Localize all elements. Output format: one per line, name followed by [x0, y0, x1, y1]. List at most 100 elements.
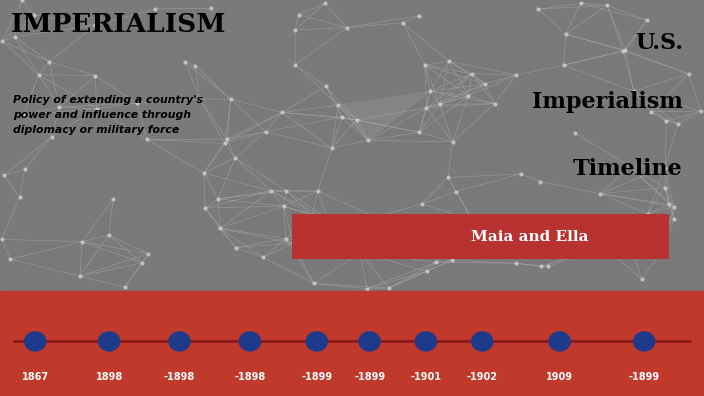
Text: -1899: -1899: [354, 372, 385, 382]
Point: [425, 88, 436, 95]
Point: [370, 214, 382, 220]
Point: [33, 72, 44, 78]
Point: [150, 6, 161, 12]
Point: [595, 190, 606, 197]
Point: [510, 72, 522, 78]
Point: [479, 81, 491, 87]
Text: Imperialism: Imperialism: [532, 91, 683, 113]
Ellipse shape: [99, 332, 120, 351]
Point: [434, 101, 446, 108]
Point: [194, 96, 206, 102]
Point: [601, 2, 612, 9]
Point: [199, 170, 210, 176]
Point: [120, 284, 131, 290]
Point: [9, 34, 20, 40]
Point: [560, 31, 572, 37]
Point: [620, 47, 631, 53]
Point: [617, 48, 629, 54]
Point: [361, 286, 372, 292]
Point: [598, 243, 609, 249]
Point: [542, 263, 553, 270]
Point: [629, 251, 640, 257]
Point: [277, 109, 288, 116]
Point: [132, 100, 143, 107]
Point: [44, 59, 55, 65]
Point: [569, 129, 580, 136]
Point: [624, 163, 636, 169]
Point: [463, 93, 474, 99]
Ellipse shape: [306, 332, 327, 351]
Point: [89, 72, 101, 79]
Point: [322, 216, 334, 223]
Point: [326, 145, 337, 151]
Point: [575, 0, 586, 6]
Point: [18, 112, 29, 118]
Point: [695, 108, 704, 114]
Text: U.S.: U.S.: [635, 32, 683, 54]
Point: [443, 58, 454, 65]
Point: [219, 140, 230, 147]
Point: [0, 236, 7, 243]
Point: [336, 114, 347, 120]
Point: [355, 249, 366, 256]
Point: [332, 102, 344, 108]
Point: [281, 188, 292, 194]
Point: [137, 259, 148, 266]
Point: [75, 273, 86, 279]
Ellipse shape: [25, 332, 46, 351]
Point: [16, 0, 27, 4]
Point: [645, 109, 656, 115]
Point: [417, 201, 428, 207]
Text: 1867: 1867: [22, 372, 49, 382]
Text: Policy of extending a country's
power and influence through
diplomacy or militar: Policy of extending a country's power an…: [13, 95, 203, 135]
Point: [510, 260, 522, 267]
Point: [308, 280, 320, 287]
Point: [89, 22, 101, 29]
Polygon shape: [338, 91, 430, 140]
Point: [213, 196, 224, 202]
Point: [189, 62, 201, 69]
Point: [54, 104, 65, 110]
Text: -1902: -1902: [467, 372, 498, 382]
Point: [199, 205, 210, 211]
Ellipse shape: [634, 332, 655, 351]
Point: [451, 188, 462, 195]
Point: [142, 136, 153, 143]
Point: [278, 203, 289, 209]
Point: [419, 62, 430, 68]
Text: -1901: -1901: [410, 372, 441, 382]
Point: [289, 27, 301, 33]
Point: [293, 11, 304, 18]
Point: [661, 118, 672, 124]
Ellipse shape: [239, 332, 260, 351]
Ellipse shape: [415, 332, 436, 351]
Point: [103, 232, 114, 238]
Point: [672, 121, 684, 127]
Point: [289, 61, 301, 68]
Point: [214, 225, 225, 232]
Point: [383, 285, 394, 291]
Point: [320, 83, 332, 89]
Point: [363, 137, 374, 143]
Point: [287, 240, 298, 246]
Point: [258, 254, 269, 261]
Point: [558, 62, 570, 69]
Point: [222, 136, 233, 142]
Point: [319, 0, 330, 7]
Point: [230, 244, 241, 251]
Point: [663, 201, 674, 208]
Bar: [292, 214, 669, 259]
Point: [447, 139, 458, 145]
Point: [0, 38, 8, 44]
Text: IMPERIALISM: IMPERIALISM: [11, 12, 226, 37]
Text: 1898: 1898: [96, 372, 122, 382]
Point: [683, 70, 694, 77]
Bar: [0, 291, 704, 396]
Point: [660, 164, 671, 171]
Point: [467, 217, 478, 224]
Point: [668, 215, 679, 222]
Point: [180, 59, 191, 65]
Point: [430, 259, 441, 265]
Point: [442, 174, 453, 181]
Point: [534, 179, 546, 185]
